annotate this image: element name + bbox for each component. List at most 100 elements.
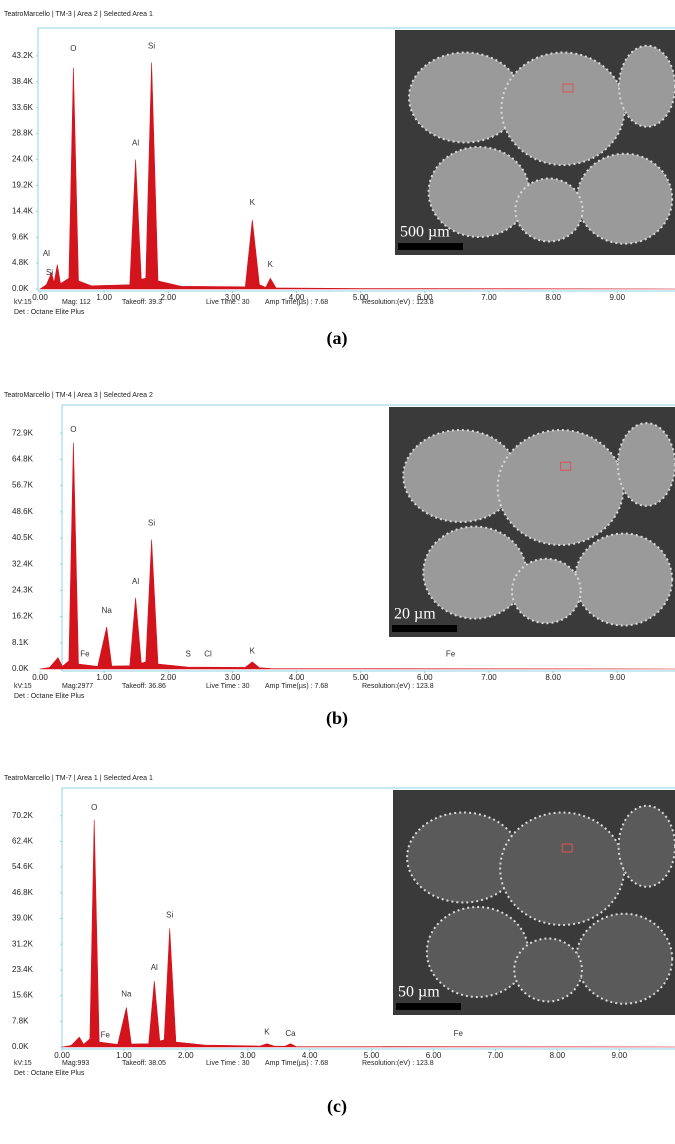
x-tick-label: 9.00 xyxy=(609,293,625,302)
sem-grain xyxy=(573,532,674,627)
acquisition-parameter: Mag: 112 xyxy=(62,299,91,306)
spectrum xyxy=(39,62,675,290)
peak-label: Al xyxy=(132,138,139,147)
x-tick-label: 0.00 xyxy=(54,1051,70,1060)
x-tick-label: 2.00 xyxy=(160,293,176,302)
x-tick-label: 0.00 xyxy=(32,673,48,682)
acquisition-parameter: Resolution:(eV) : 123.8 xyxy=(362,1060,434,1067)
x-tick-label: 0.00 xyxy=(32,293,48,302)
y-tick-label: 70.2K xyxy=(12,811,34,820)
peak-label: K xyxy=(250,646,256,655)
sem-grain xyxy=(510,557,582,625)
panel-header: TeatroMarcello | TM-3 | Area 2 | Selecte… xyxy=(4,11,153,18)
y-tick-label: 54.6K xyxy=(12,862,34,871)
x-tick-label: 6.00 xyxy=(417,293,433,302)
acquisition-parameter: Amp Time(µs) : 7.68 xyxy=(265,299,328,306)
x-tick-label: 4.00 xyxy=(302,1051,318,1060)
y-tick-label: 33.6K xyxy=(12,103,34,112)
peak-label: Al xyxy=(43,249,50,258)
detector: Det : Octane Elite Plus xyxy=(14,1070,85,1077)
x-tick-label: 1.00 xyxy=(96,673,112,682)
sem-grain xyxy=(496,429,625,546)
x-tick-label: 2.00 xyxy=(160,673,176,682)
y-tick-label: 8.1K xyxy=(12,638,29,647)
scale-bar-label: 20 µm xyxy=(394,606,436,623)
acquisition-parameter: Takeoff: 36.86 xyxy=(122,683,166,690)
peak-label: Na xyxy=(121,989,132,998)
peak-label: K xyxy=(268,260,274,269)
scale-bar-label: 500 µm xyxy=(400,224,450,241)
scale-bar xyxy=(398,243,463,250)
y-tick-label: 46.8K xyxy=(12,888,34,897)
x-tick-label: 5.00 xyxy=(353,673,369,682)
x-tick-label: 9.00 xyxy=(611,1051,627,1060)
x-tick-label: 7.00 xyxy=(481,293,497,302)
sem-grain xyxy=(422,525,528,620)
peak-label: Si xyxy=(46,268,53,277)
x-tick-label: 2.00 xyxy=(178,1051,194,1060)
y-tick-label: 28.8K xyxy=(12,129,34,138)
x-tick-label: 4.00 xyxy=(289,293,305,302)
x-tick-label: 8.00 xyxy=(550,1051,566,1060)
scale-bar-label: 50 µm xyxy=(398,984,440,1001)
y-tick-label: 24.3K xyxy=(12,586,34,595)
sem-grain xyxy=(575,912,674,1005)
x-tick-label: 3.00 xyxy=(225,293,241,302)
acquisition-parameter: kV:15 xyxy=(14,299,32,306)
peak-label: O xyxy=(70,425,76,434)
peak-label: Fe xyxy=(454,1029,464,1038)
peak-label: Fe xyxy=(446,650,456,659)
y-tick-label: 4.8K xyxy=(12,258,29,267)
y-tick-label: 40.5K xyxy=(12,533,34,542)
x-tick-label: 6.00 xyxy=(426,1051,442,1060)
y-tick-label: 0.0K xyxy=(12,1042,29,1051)
caption: (b) xyxy=(326,708,348,729)
scale-bar xyxy=(392,625,457,632)
x-tick-label: 3.00 xyxy=(240,1051,256,1060)
acquisition-parameter: kV:15 xyxy=(14,683,32,690)
sem-grain xyxy=(514,177,584,243)
acquisition-parameter: Mag:2977 xyxy=(62,683,93,690)
peak-label: Si xyxy=(148,519,155,528)
x-tick-label: 5.00 xyxy=(364,1051,380,1060)
x-tick-label: 4.00 xyxy=(289,673,305,682)
peak-label: Al xyxy=(151,963,158,972)
acquisition-parameter: Mag:993 xyxy=(62,1060,89,1067)
y-tick-label: 19.2K xyxy=(12,181,34,190)
y-tick-label: 0.0K xyxy=(12,284,29,293)
x-tick-label: 7.00 xyxy=(488,1051,504,1060)
x-tick-label: 6.00 xyxy=(417,673,433,682)
sem-grain xyxy=(425,906,530,998)
y-tick-label: 43.2K xyxy=(12,51,34,60)
peak-label: Si xyxy=(148,41,155,50)
selected-area xyxy=(560,461,572,471)
y-tick-label: 56.7K xyxy=(12,481,34,490)
sem-grain xyxy=(616,422,675,507)
selected-area xyxy=(561,843,573,853)
x-tick-label: 1.00 xyxy=(96,293,112,302)
sem-grain xyxy=(617,804,675,888)
y-tick-label: 48.6K xyxy=(12,507,34,516)
acquisition-parameter: Live Time : 30 xyxy=(206,1060,250,1067)
y-tick-label: 62.4K xyxy=(12,837,34,846)
y-tick-label: 14.4K xyxy=(12,206,34,215)
y-tick-label: 23.4K xyxy=(12,965,34,974)
x-tick-label: 1.00 xyxy=(116,1051,132,1060)
x-tick-label: 3.00 xyxy=(225,673,241,682)
peak-label: K xyxy=(264,1027,270,1036)
panel-header: TeatroMarcello | TM-4 | Area 3 | Selecte… xyxy=(4,392,153,399)
sem-grain xyxy=(576,152,674,245)
peak-label: Al xyxy=(132,577,139,586)
acquisition-parameter: Takeoff: 38.05 xyxy=(122,1060,166,1067)
y-tick-label: 24.0K xyxy=(12,155,34,164)
x-tick-label: 9.00 xyxy=(609,673,625,682)
panel-header: TeatroMarcello | TM-7 | Area 1 | Selecte… xyxy=(4,775,153,782)
sem-grain xyxy=(618,44,675,128)
y-tick-label: 31.2K xyxy=(12,939,34,948)
x-tick-label: 5.00 xyxy=(353,293,369,302)
detector: Det : Octane Elite Plus xyxy=(14,309,85,316)
peak-label: Si xyxy=(166,910,173,919)
peak-label: Fe xyxy=(80,650,90,659)
